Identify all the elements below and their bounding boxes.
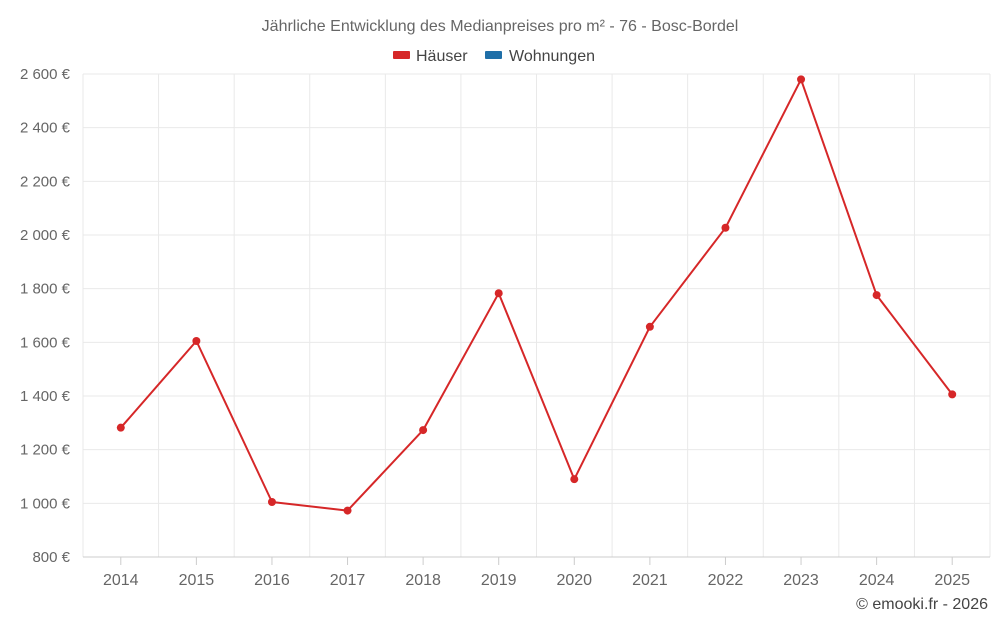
x-tick-label: 2023 xyxy=(783,572,819,589)
y-tick-label: 800 € xyxy=(32,549,70,566)
y-tick-label: 1 600 € xyxy=(20,334,71,351)
legend-swatch-wohnungen xyxy=(485,51,502,59)
axes: 800 € 1 000 € 1 200 € 1 400 € 1 600 € 1 800 €… xyxy=(20,66,990,589)
y-tick-label: 2 600 € xyxy=(20,66,71,83)
x-tick-label: 2014 xyxy=(103,572,139,589)
legend-swatch-haeuser xyxy=(393,51,410,59)
y-tick-label: 2 400 € xyxy=(20,120,71,137)
x-tick-label: 2021 xyxy=(632,572,668,589)
data-point[interactable] xyxy=(948,390,957,399)
y-tick-label: 1 000 € xyxy=(20,495,71,512)
chart-title: Jährliche Entwicklung des Medianpreises … xyxy=(262,18,739,35)
legend-label-haeuser: Häuser xyxy=(416,48,468,65)
legend: Häuser Wohnungen xyxy=(393,48,595,65)
y-tick-label: 1 800 € xyxy=(20,281,71,298)
data-point[interactable] xyxy=(797,75,806,84)
x-tick-label: 2015 xyxy=(179,572,215,589)
x-tick-label: 2020 xyxy=(556,572,592,589)
legend-label-wohnungen: Wohnungen xyxy=(509,48,595,65)
data-point[interactable] xyxy=(343,506,352,515)
data-point[interactable] xyxy=(872,291,881,300)
x-tick-label: 2018 xyxy=(405,572,441,589)
x-tick-label: 2016 xyxy=(254,572,290,589)
legend-item-haeuser[interactable]: Häuser xyxy=(393,48,468,65)
x-tick-label: 2022 xyxy=(708,572,744,589)
y-tick-label: 2 200 € xyxy=(20,173,71,190)
data-point[interactable] xyxy=(721,223,730,232)
x-tick-label: 2024 xyxy=(859,572,895,589)
data-point[interactable] xyxy=(570,475,579,484)
data-point[interactable] xyxy=(116,423,125,432)
data-point[interactable] xyxy=(494,289,503,298)
series-line-0 xyxy=(120,78,953,512)
data-point[interactable] xyxy=(267,497,276,506)
credit-text: © emooki.fr - 2026 xyxy=(856,596,988,613)
y-tick-label: 2 000 € xyxy=(20,227,71,244)
data-point[interactable] xyxy=(645,322,654,331)
grid xyxy=(82,73,991,557)
series xyxy=(116,75,957,515)
x-tick-label: 2017 xyxy=(330,572,366,589)
x-tick-label: 2025 xyxy=(934,572,970,589)
x-tick-label: 2019 xyxy=(481,572,517,589)
y-tick-label: 1 400 € xyxy=(20,388,71,405)
data-point[interactable] xyxy=(419,426,428,435)
data-point[interactable] xyxy=(192,336,201,345)
y-tick-label: 1 200 € xyxy=(20,442,71,459)
legend-item-wohnungen[interactable]: Wohnungen xyxy=(485,48,595,65)
